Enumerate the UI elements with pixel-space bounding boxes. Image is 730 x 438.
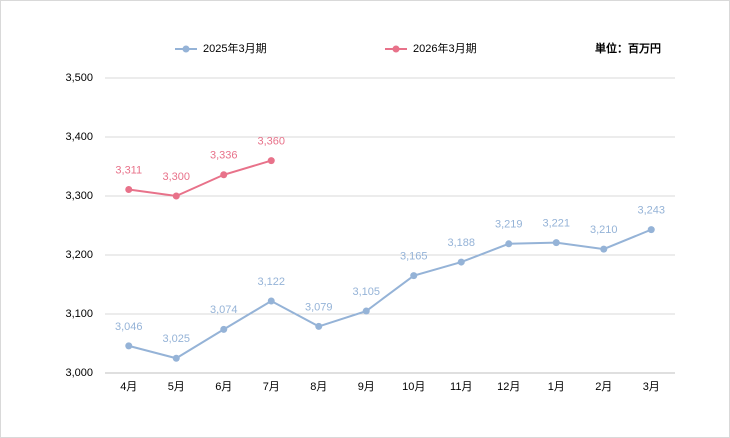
legend-marker: [392, 45, 400, 53]
data-point: [125, 186, 133, 194]
x-tick-label: 12月: [497, 381, 520, 393]
data-point: [315, 322, 323, 330]
series-line: [128, 228, 652, 360]
y-tick-label: 3,500: [65, 72, 93, 84]
data-label: 3,074: [210, 304, 238, 316]
x-tick-label: 9月: [358, 381, 375, 393]
y-tick-label: 3,400: [65, 131, 93, 143]
data-label: 3,122: [257, 276, 285, 288]
x-tick-label: 8月: [310, 381, 327, 393]
data-label: 3,165: [400, 251, 428, 263]
y-tick-label: 3,000: [65, 367, 93, 379]
unit-label: 単位：百万円: [595, 41, 661, 55]
x-tick-label: 5月: [168, 381, 185, 393]
data-label: 3,221: [542, 218, 570, 230]
data-point: [505, 240, 513, 248]
legend-label: 2025年3月期: [203, 41, 267, 55]
data-label: 3,046: [115, 321, 143, 333]
data-point: [267, 157, 275, 165]
data-point: [172, 354, 180, 362]
data-label: 3,300: [162, 171, 190, 183]
data-label: 3,188: [447, 237, 475, 249]
x-tick-label: 3月: [643, 381, 660, 393]
data-point: [457, 258, 465, 266]
x-tick-label: 10月: [402, 381, 425, 393]
data-point: [220, 325, 228, 333]
data-point: [267, 297, 275, 305]
x-tick-label: 6月: [215, 381, 232, 393]
data-point: [125, 342, 133, 350]
data-label: 3,025: [162, 333, 190, 345]
y-tick-label: 3,300: [65, 190, 93, 202]
x-tick-label: 2月: [595, 381, 612, 393]
y-tick-label: 3,200: [65, 249, 93, 261]
data-label: 3,079: [305, 301, 333, 313]
data-point: [410, 272, 418, 280]
data-label: 3,336: [210, 150, 238, 162]
data-point: [362, 307, 370, 315]
data-point: [600, 245, 608, 253]
y-tick-label: 3,100: [65, 308, 93, 320]
data-point: [220, 171, 228, 179]
series-line: [128, 159, 272, 198]
legend-marker: [182, 45, 190, 53]
x-tick-label: 1月: [548, 381, 565, 393]
data-label: 3,219: [495, 219, 523, 231]
data-label: 3,243: [637, 205, 665, 217]
data-label: 3,210: [590, 224, 618, 236]
data-label: 3,360: [257, 136, 285, 148]
data-point: [552, 239, 560, 247]
x-tick-label: 7月: [263, 381, 280, 393]
data-label: 3,311: [115, 164, 142, 176]
x-tick-label: 4月: [120, 381, 137, 393]
data-label: 3,105: [352, 286, 380, 298]
legend-label: 2026年3月期: [413, 41, 477, 55]
data-point: [647, 226, 655, 234]
data-point: [172, 192, 180, 200]
x-tick-label: 11月: [450, 381, 472, 393]
